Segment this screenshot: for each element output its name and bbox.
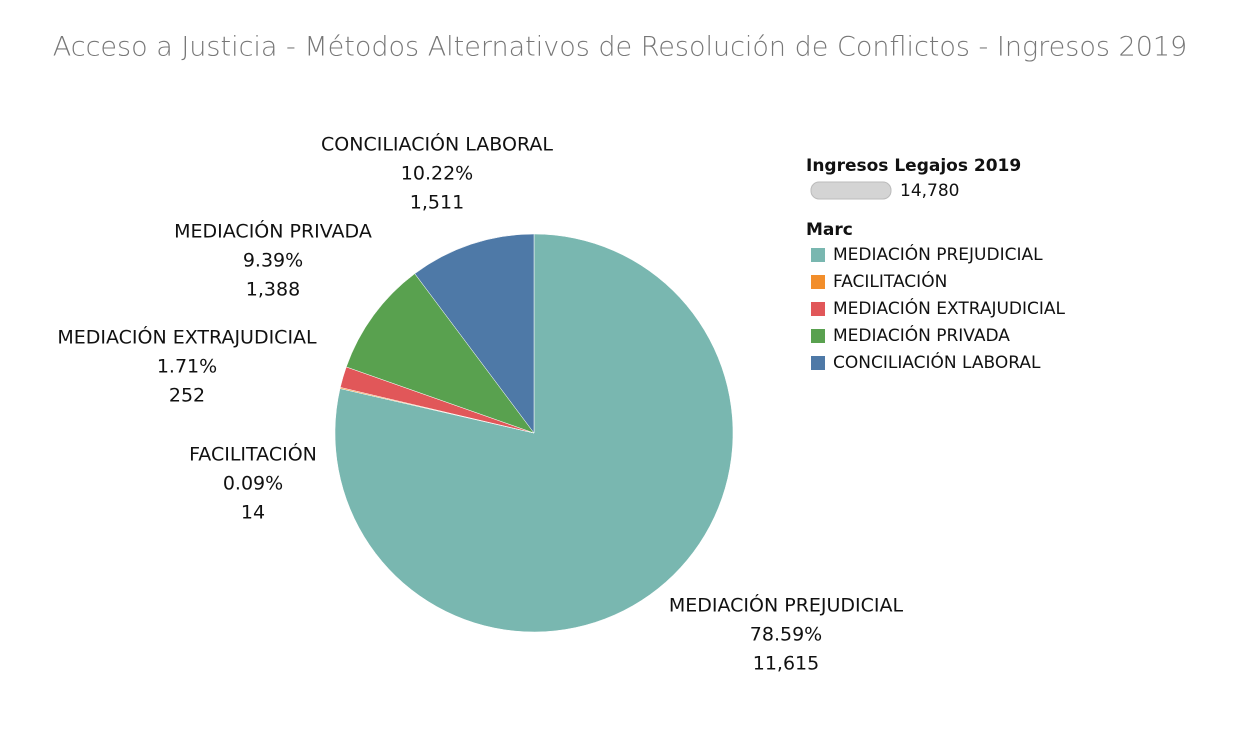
slice-label: MEDIACIÓN EXTRAJUDICIAL [57, 325, 317, 349]
slice-label: MEDIACIÓN PREJUDICIAL [669, 593, 904, 617]
slice-value: 14 [241, 502, 265, 524]
legend-label: MEDIACIÓN PRIVADA [833, 324, 1010, 346]
slice-percent: 9.39% [243, 250, 303, 272]
legend-label: CONCILIACIÓN LABORAL [833, 351, 1041, 373]
slice-value: 252 [169, 385, 205, 407]
slice-percent: 10.22% [401, 163, 473, 185]
slice-value: 1,511 [410, 192, 464, 214]
pie-slice [414, 233, 535, 434]
legend-label: FACILITACIÓN [833, 270, 947, 292]
slice-label: MEDIACIÓN PRIVADA [174, 219, 372, 243]
slice-percent: 0.09% [223, 473, 283, 495]
slice-percent: 1.71% [157, 356, 217, 378]
slice-percent: 78.59% [750, 624, 822, 646]
slice-value: 1,388 [246, 279, 300, 301]
slice-label: CONCILIACIÓN LABORAL [321, 132, 553, 156]
legend-swatch [811, 329, 825, 343]
pie-slice [345, 273, 535, 434]
legend-swatch [811, 275, 825, 289]
size-legend-mark [810, 181, 892, 200]
chart-title: Acceso a Justicia - Métodos Alternativos… [53, 32, 1187, 63]
slice-value: 11,615 [753, 653, 819, 675]
legend-swatch [811, 356, 825, 370]
legend-swatch [811, 302, 825, 316]
slice-label: FACILITACIÓN [189, 442, 317, 466]
pie-slice [334, 233, 734, 633]
legend-swatch [811, 248, 825, 262]
size-legend-title: Ingresos Legajos 2019 [806, 156, 1021, 176]
legend-label: MEDIACIÓN EXTRAJUDICIAL [833, 297, 1066, 319]
size-legend-label: 14,780 [900, 181, 959, 201]
legend-title: Marc [806, 220, 853, 240]
legend-label: MEDIACIÓN PREJUDICIAL [833, 243, 1043, 265]
